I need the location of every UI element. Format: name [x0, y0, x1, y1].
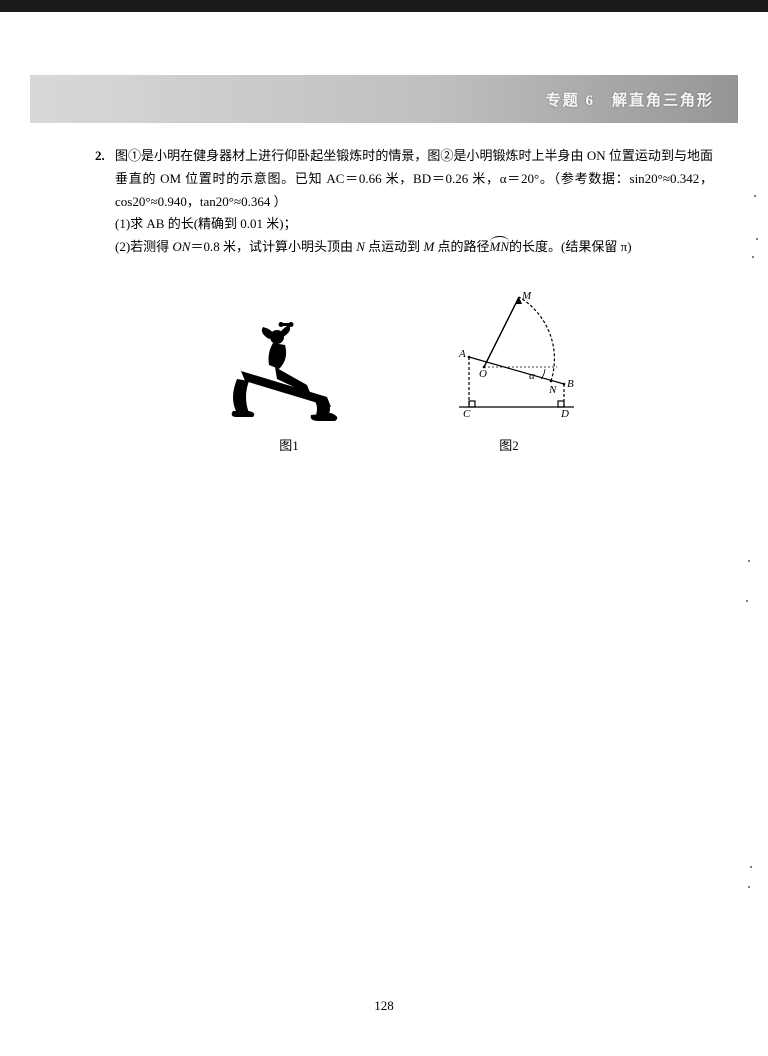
label-O: O [479, 368, 487, 380]
fig2-caption: 图2 [499, 435, 519, 458]
problem-stem: 图①是小明在健身器材上进行仰卧起坐锻炼时的情景，图②是小明锻炼时上半身由 ON … [115, 148, 713, 209]
problem-text: 图①是小明在健身器材上进行仰卧起坐锻炼时的情景，图②是小明锻炼时上半身由 ON … [115, 145, 713, 259]
label-M: M [521, 290, 532, 302]
page-number: 128 [0, 998, 768, 1014]
label-D: D [560, 408, 569, 420]
fig1-caption: 图1 [279, 435, 299, 458]
noise-dot [756, 238, 758, 240]
problem-sub1: (1)求 AB 的长(精确到 0.01 米)； [115, 216, 297, 231]
label-B: B [567, 378, 574, 390]
figure-1: 图1 [219, 309, 359, 458]
figure-2: M A O N B C D α 图2 [429, 289, 589, 458]
problem-2: 2. 图①是小明在健身器材上进行仰卧起坐锻炼时的情景，图②是小明锻炼时上半身由 … [95, 145, 713, 259]
noise-dot [748, 886, 750, 888]
person-silhouette [232, 322, 338, 421]
problem-content: 2. 图①是小明在健身器材上进行仰卧起坐锻炼时的情景，图②是小明锻炼时上半身由 … [95, 145, 713, 458]
noise-dot [754, 195, 756, 197]
noise-dot [750, 866, 752, 868]
problem-number: 2. [95, 145, 115, 259]
label-N: N [548, 384, 557, 396]
label-alpha: α [529, 370, 535, 382]
problem-sub2: (2)若测得 ON＝0.8 米，试计算小明头顶由 N 点运动到 M 点的路径MN… [115, 239, 632, 254]
chapter-title: 专题 6 解直角三角形 [546, 89, 714, 110]
chapter-header-band: 专题 6 解直角三角形 [30, 75, 738, 123]
label-C: C [463, 408, 471, 420]
label-A: A [458, 348, 466, 360]
figure-row: 图1 [95, 289, 713, 458]
scan-top-edge [0, 0, 768, 12]
fig1-svg [219, 309, 359, 429]
noise-dot [746, 600, 748, 602]
noise-dot [752, 256, 754, 258]
noise-dot [748, 560, 750, 562]
fig2-svg: M A O N B C D α [429, 289, 589, 429]
